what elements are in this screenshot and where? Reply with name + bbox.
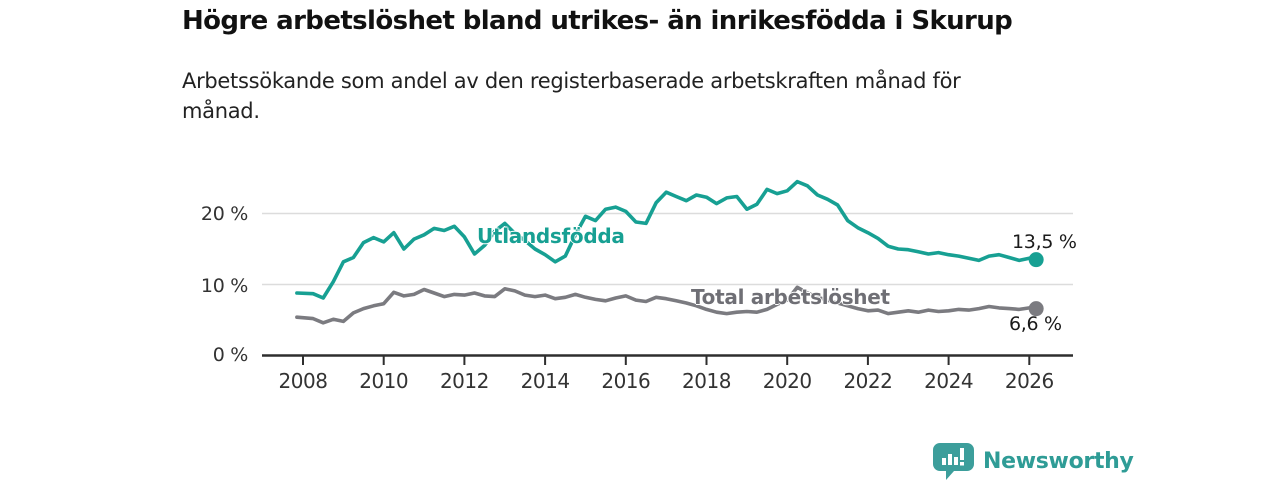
x-axis-tick-label: 2016 (601, 369, 650, 393)
x-axis-tick-label: 2024 (924, 369, 973, 393)
x-axis-tick-label: 2020 (763, 369, 812, 393)
series-line (295, 179, 1038, 300)
series-end-dot (1028, 301, 1044, 317)
y-axis-tick-label-10: 10 % (200, 275, 248, 297)
x-axis-tick-label: 2014 (521, 369, 570, 393)
x-axis-tick-label: 2022 (843, 369, 892, 393)
y-axis-tick-label-20: 20 % (200, 203, 248, 225)
newsworthy-logo-text: Newsworthy (983, 449, 1134, 474)
chart-subtitle: Arbetssökande som andel av den registerb… (182, 69, 961, 124)
x-axis-tick-label: 2012 (440, 369, 489, 393)
page-title: Högre arbetslöshet bland utrikes- än inr… (182, 6, 1013, 36)
x-axis-tick-label: 2008 (279, 369, 328, 393)
series-end-dot (1028, 252, 1044, 268)
newsworthy-logo[interactable]: Newsworthy (933, 443, 1134, 480)
y-axis-tick-label-0: 0 % (212, 344, 249, 366)
newsworthy-logo-icon (933, 443, 974, 480)
series-label-total-arbetsloshet: Total arbetslöshet (691, 285, 890, 309)
x-axis-tick-label: 2026 (1005, 369, 1054, 393)
series-line (295, 285, 1038, 325)
x-axis-tick-label: 2010 (359, 369, 408, 393)
end-value-label-total: 6,6 % (1009, 313, 1062, 335)
end-value-label-utlandsfodda: 13,5 % (1012, 231, 1077, 253)
x-axis-tick-label: 2018 (682, 369, 731, 393)
series-label-utlandsfodda: Utlandsfödda (477, 224, 625, 248)
